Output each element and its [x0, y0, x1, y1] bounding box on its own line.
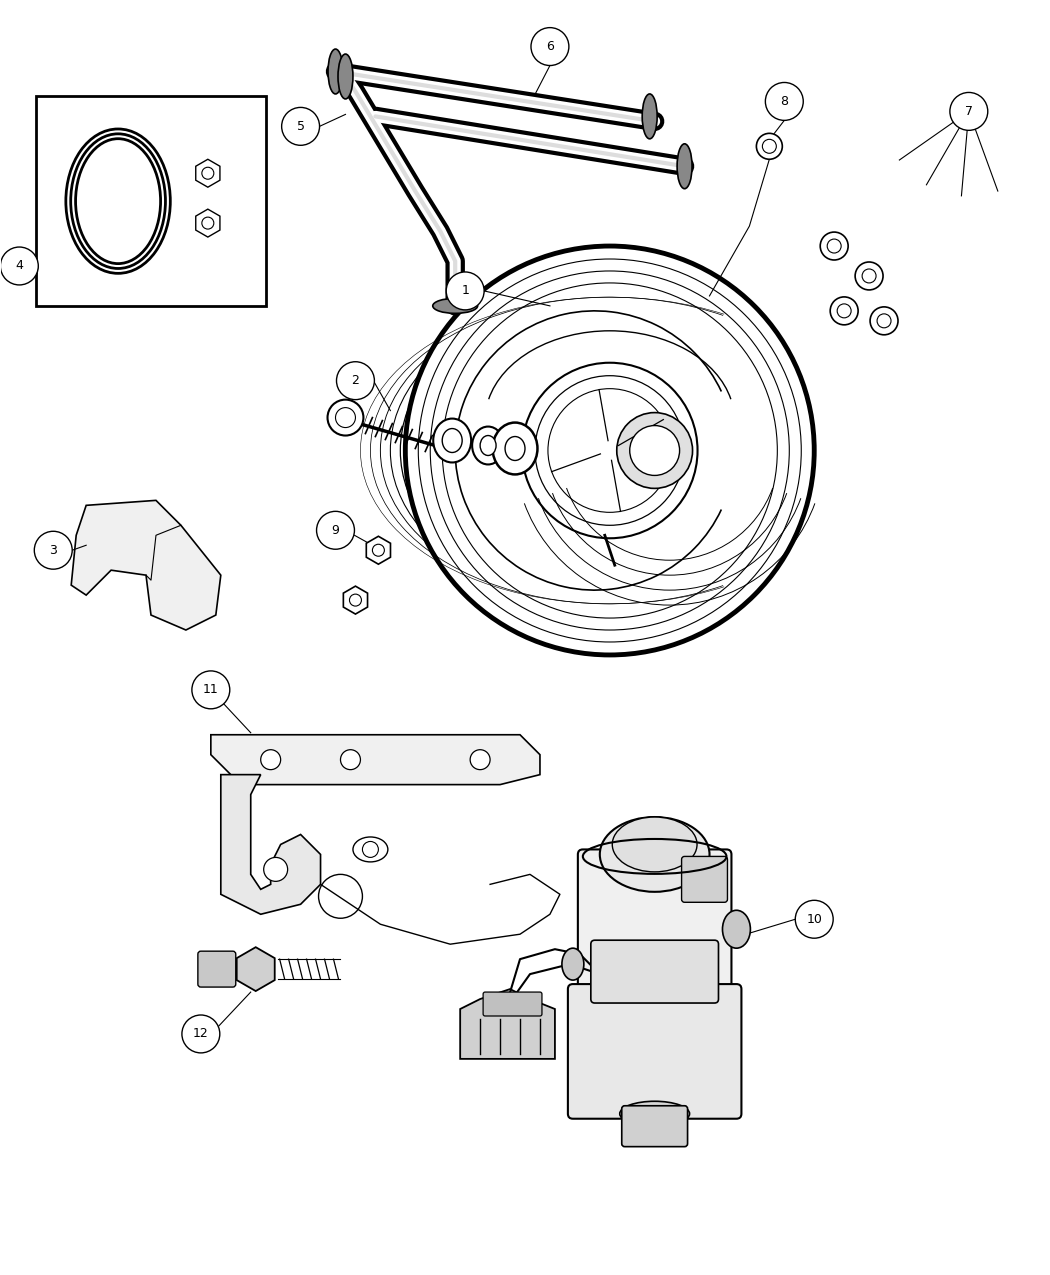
- Circle shape: [281, 107, 319, 145]
- Ellipse shape: [600, 817, 710, 891]
- FancyBboxPatch shape: [568, 984, 741, 1118]
- FancyBboxPatch shape: [681, 857, 728, 903]
- Circle shape: [405, 246, 814, 655]
- Ellipse shape: [492, 422, 538, 474]
- Ellipse shape: [472, 427, 504, 464]
- Ellipse shape: [328, 48, 343, 94]
- Circle shape: [350, 594, 361, 606]
- Text: 2: 2: [352, 374, 359, 388]
- Circle shape: [831, 297, 858, 325]
- Circle shape: [862, 269, 876, 283]
- Ellipse shape: [677, 144, 692, 189]
- Circle shape: [202, 167, 214, 180]
- Circle shape: [950, 93, 988, 130]
- Circle shape: [340, 750, 360, 770]
- Text: 8: 8: [780, 94, 789, 108]
- Circle shape: [264, 857, 288, 881]
- FancyBboxPatch shape: [197, 951, 236, 987]
- Polygon shape: [236, 947, 275, 991]
- Circle shape: [336, 408, 356, 427]
- Circle shape: [373, 544, 384, 556]
- Bar: [37, 97, 266, 306]
- Text: 1: 1: [461, 284, 469, 297]
- Polygon shape: [460, 989, 554, 1058]
- FancyBboxPatch shape: [591, 940, 718, 1003]
- Ellipse shape: [353, 836, 387, 862]
- Circle shape: [756, 134, 782, 159]
- Circle shape: [827, 238, 841, 252]
- Polygon shape: [195, 159, 219, 187]
- Circle shape: [630, 426, 679, 476]
- Ellipse shape: [612, 817, 697, 872]
- Ellipse shape: [442, 428, 462, 453]
- Circle shape: [328, 399, 363, 436]
- Circle shape: [316, 511, 355, 550]
- Circle shape: [795, 900, 834, 938]
- Text: 9: 9: [332, 524, 339, 537]
- Text: 10: 10: [806, 913, 822, 926]
- Circle shape: [470, 750, 490, 770]
- Polygon shape: [343, 586, 368, 615]
- Circle shape: [837, 303, 852, 317]
- Ellipse shape: [338, 54, 353, 99]
- Circle shape: [870, 307, 898, 335]
- Ellipse shape: [562, 949, 584, 980]
- Polygon shape: [195, 209, 219, 237]
- Circle shape: [762, 139, 776, 153]
- Circle shape: [446, 272, 484, 310]
- Circle shape: [202, 217, 214, 230]
- Circle shape: [192, 671, 230, 709]
- Circle shape: [0, 247, 38, 284]
- Circle shape: [182, 1015, 219, 1053]
- Circle shape: [336, 362, 375, 399]
- Ellipse shape: [620, 1102, 690, 1126]
- Circle shape: [877, 314, 891, 328]
- Circle shape: [362, 842, 378, 857]
- Polygon shape: [220, 775, 320, 914]
- Circle shape: [260, 750, 280, 770]
- Text: 4: 4: [16, 260, 23, 273]
- Circle shape: [820, 232, 848, 260]
- Circle shape: [855, 261, 883, 289]
- Ellipse shape: [433, 298, 478, 314]
- Text: 6: 6: [546, 40, 553, 54]
- Ellipse shape: [722, 910, 751, 949]
- Text: 11: 11: [203, 683, 218, 696]
- Polygon shape: [211, 734, 540, 784]
- Text: 12: 12: [193, 1028, 209, 1040]
- FancyBboxPatch shape: [483, 992, 542, 1016]
- FancyBboxPatch shape: [578, 849, 732, 1114]
- Circle shape: [765, 83, 803, 120]
- Text: 5: 5: [296, 120, 304, 133]
- Ellipse shape: [434, 418, 471, 463]
- Ellipse shape: [643, 94, 657, 139]
- Text: 3: 3: [49, 543, 57, 557]
- Circle shape: [616, 413, 693, 488]
- Ellipse shape: [480, 436, 496, 455]
- Polygon shape: [366, 537, 391, 565]
- Text: 7: 7: [965, 105, 972, 117]
- Circle shape: [531, 28, 569, 65]
- Circle shape: [35, 532, 72, 569]
- Ellipse shape: [505, 436, 525, 460]
- FancyBboxPatch shape: [622, 1105, 688, 1146]
- Polygon shape: [71, 500, 220, 630]
